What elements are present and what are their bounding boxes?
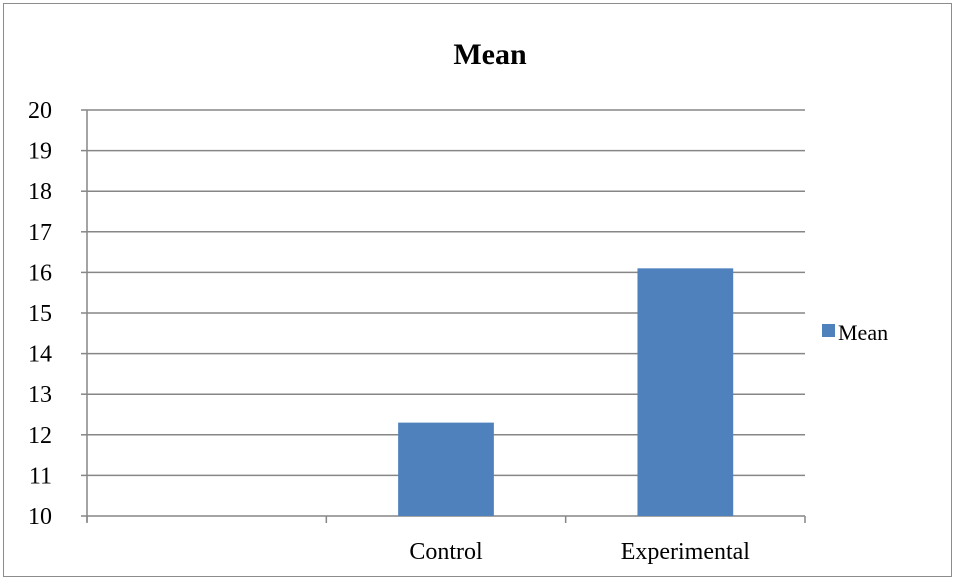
y-tick-label-12: 12 [28, 423, 52, 449]
y-tick-label-16: 16 [28, 260, 52, 286]
legend-swatch-mean [822, 324, 835, 337]
legend-label-mean: Mean [838, 320, 888, 345]
chart-title: Mean [453, 38, 527, 71]
y-tick-label-20: 20 [28, 98, 52, 124]
tick-labels: 10 11 12 13 14 15 16 17 18 19 20 Control Experimenta… [28, 98, 750, 565]
bar-experimental [637, 268, 734, 516]
y-tick-label-11: 11 [29, 463, 52, 489]
x-tick-label-experimental: Experimental [621, 539, 751, 565]
y-tick-label-18: 18 [28, 179, 52, 205]
x-tick-label-control: Control [409, 539, 483, 565]
y-tick-label-17: 17 [28, 220, 52, 246]
y-tick-label-15: 15 [28, 301, 52, 327]
y-tick-label-14: 14 [28, 342, 52, 368]
y-tick-label-13: 13 [28, 382, 52, 408]
bars [398, 268, 734, 516]
y-tick-label-10: 10 [28, 504, 52, 530]
bar-control [398, 422, 494, 516]
legend: Mean [822, 320, 888, 345]
y-tick-label-19: 19 [28, 139, 52, 165]
